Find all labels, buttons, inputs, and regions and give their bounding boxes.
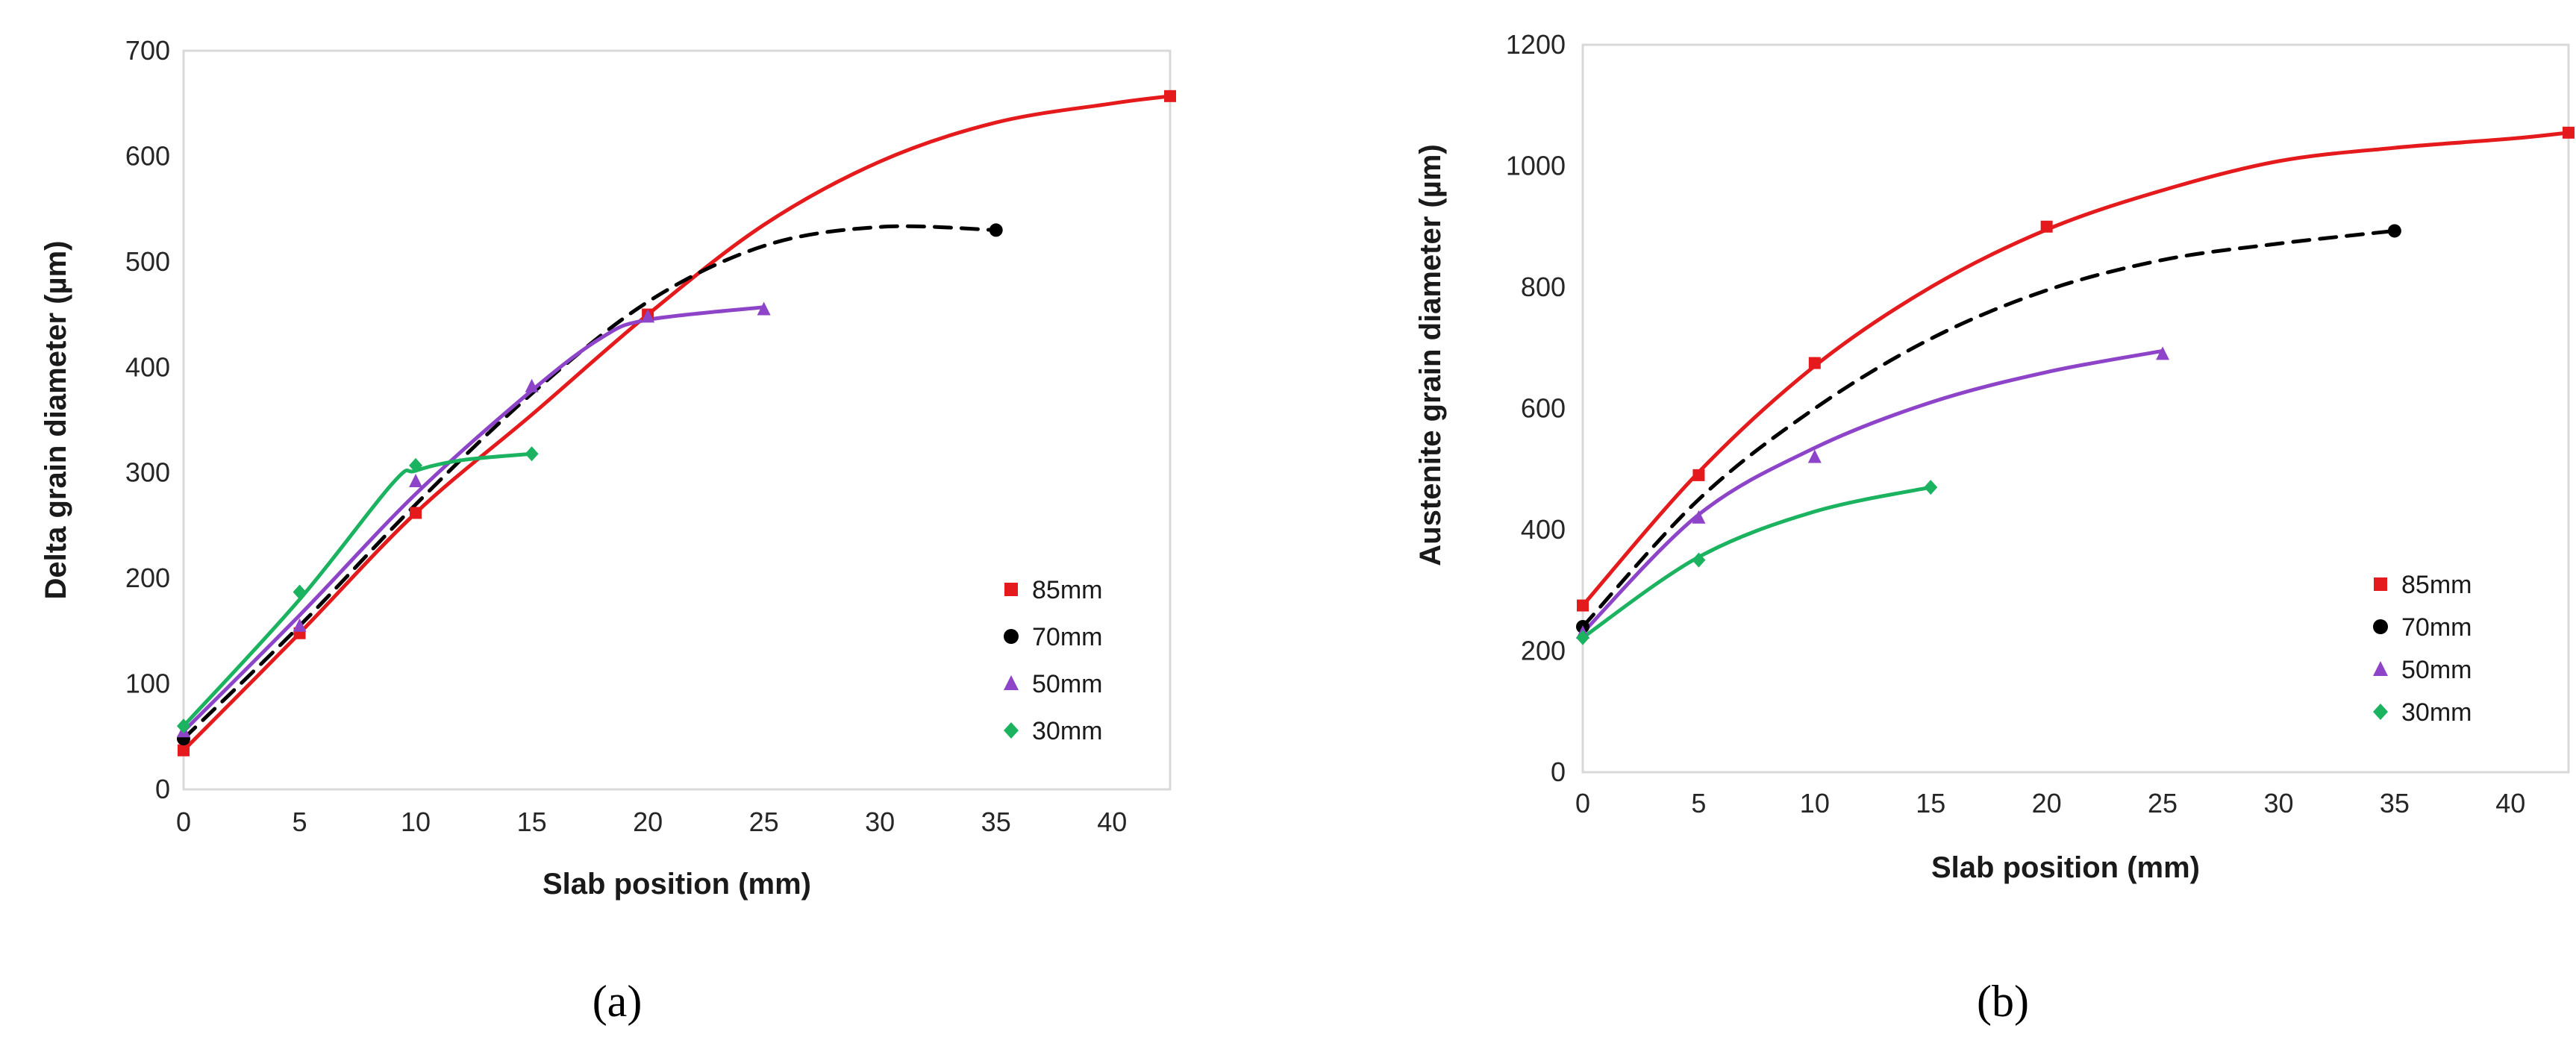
chart-b-point-30mm xyxy=(1924,480,1938,495)
chart-b-legend: 85mm 70mm 50mm 30mm xyxy=(2373,571,2472,727)
chart-b-y-tick: 1200 xyxy=(1506,29,1566,60)
chart-a-y-tick: 200 xyxy=(125,563,170,593)
chart-a-curve-50mm xyxy=(181,305,766,733)
chart-a-point-30mm xyxy=(293,584,307,600)
chart-b-curve-30mm xyxy=(1581,485,1933,640)
chart-a-legend-label: 85mm xyxy=(1032,576,1102,604)
chart-a-point-50mm xyxy=(757,301,771,316)
chart-b-point-50mm xyxy=(1692,510,1706,524)
chart-a-y-tick: 300 xyxy=(125,457,170,488)
chart-b-curve-70mm xyxy=(1581,228,2397,629)
chart-a-x-tick: 5 xyxy=(293,807,307,837)
chart-b-legend-marker-50mm xyxy=(2373,661,2388,676)
chart-b-point-30mm xyxy=(1692,552,1706,568)
chart-a-panel-label: (a) xyxy=(593,977,643,1026)
chart-a-legend-marker-30mm xyxy=(1004,722,1019,739)
chart-a-y-tick: 0 xyxy=(155,774,170,804)
chart-a-point-30mm xyxy=(177,718,190,734)
chart-a-x-tick: 40 xyxy=(1097,807,1127,837)
chart-b-x-tick: 15 xyxy=(1916,788,1945,818)
chart-b-y-tick: 400 xyxy=(1521,514,1566,545)
chart-a-point-85mm xyxy=(178,744,190,757)
chart-a-y-axis-label: Delta grain diameter (µm) xyxy=(40,241,72,600)
chart-b-point-85mm xyxy=(2040,220,2053,233)
chart-a-curve-30mm xyxy=(181,451,534,728)
chart-a-legend-marker-70mm xyxy=(1004,629,1019,644)
chart-b-x-axis-label: Slab position (mm) xyxy=(1931,851,2200,884)
chart-a-x-tick: 25 xyxy=(749,807,779,837)
chart-b-x-tick: 30 xyxy=(2263,788,2293,818)
chart-b-legend-marker-30mm xyxy=(2373,704,2388,720)
chart-b-x-tick: 10 xyxy=(1800,788,1830,818)
chart-a-markers xyxy=(177,90,1176,757)
chart-b-y-tick: 0 xyxy=(1551,757,1566,787)
chart-a-y-tick: 500 xyxy=(125,246,170,277)
chart-a-point-30mm xyxy=(525,446,539,462)
chart-a-point-85mm xyxy=(410,507,422,519)
chart-b-y-tick: 800 xyxy=(1521,272,1566,302)
chart-b-x-tick: 5 xyxy=(1691,788,1706,818)
chart-b-curve-50mm xyxy=(1581,348,2165,635)
chart-a-x-tick: 15 xyxy=(517,807,547,837)
chart-b-y-tick: 200 xyxy=(1521,636,1566,666)
chart-b-point-50mm xyxy=(2156,346,2170,360)
chart-b-point-85mm xyxy=(1577,599,1589,612)
chart-a-x-tick: 0 xyxy=(176,807,191,837)
chart-a-legend-label: 30mm xyxy=(1032,717,1102,745)
chart-b-legend-label: 85mm xyxy=(2401,571,2472,599)
chart-a-x-tick: 20 xyxy=(633,807,663,837)
chart-a-y-tick: 100 xyxy=(125,669,170,699)
chart-a-point-50mm xyxy=(525,378,539,392)
chart-b-legend-marker-85mm xyxy=(2374,577,2387,591)
chart-a-legend-label: 70mm xyxy=(1032,623,1102,651)
chart-a-plot-frame xyxy=(182,49,1172,791)
chart-a-point-50mm xyxy=(641,309,655,323)
chart-b-x-tick: 40 xyxy=(2495,788,2525,818)
chart-a-curves xyxy=(181,94,1172,753)
chart-b-point-85mm xyxy=(1692,469,1705,481)
chart-a-legend-marker-50mm xyxy=(1004,675,1019,690)
chart-a-point-85mm xyxy=(1164,90,1176,102)
chart-b-x-tick: 25 xyxy=(2148,788,2178,818)
chart-a-y-tick: 700 xyxy=(125,35,170,66)
chart-b-curves xyxy=(1581,131,2571,640)
chart-a-curve-85mm xyxy=(181,94,1172,753)
chart-b-legend-marker-70mm xyxy=(2373,619,2388,634)
chart-b-legend-label: 30mm xyxy=(2401,698,2472,727)
chart-b-x-tick: 35 xyxy=(2380,788,2410,818)
chart-a-legend-marker-85mm xyxy=(1004,583,1018,596)
chart-b-legend-label: 50mm xyxy=(2401,656,2472,684)
chart-a-legend-label: 50mm xyxy=(1032,670,1102,698)
chart-a-point-70mm xyxy=(989,223,1003,237)
chart-a-point-50mm xyxy=(409,474,423,488)
chart-b-x-tick: 0 xyxy=(1575,788,1590,818)
chart-b: 0 5 10 15 20 25 30 35 40 0 200 400 600 8… xyxy=(1414,29,2575,1026)
chart-b-curve-85mm xyxy=(1581,131,2571,608)
chart-b-x-tick: 20 xyxy=(2032,788,2062,818)
chart-a-x-tick: 35 xyxy=(981,807,1011,837)
chart-b-y-axis-label: Austenite grain diameter (µm) xyxy=(1414,144,1447,566)
chart-a: 0 5 10 15 20 25 30 35 40 0 100 200 300 4… xyxy=(40,35,1176,1026)
chart-a-point-50mm xyxy=(293,618,307,632)
chart-a-curve-70mm xyxy=(181,224,998,741)
chart-b-point-50mm xyxy=(1807,449,1822,463)
chart-b-point-85mm xyxy=(1808,357,1821,369)
chart-a-point-30mm xyxy=(409,457,423,473)
chart-b-panel-label: (b) xyxy=(1977,977,2029,1026)
chart-b-y-tick: 1000 xyxy=(1506,151,1566,181)
chart-b-plot-frame xyxy=(1581,43,2570,774)
chart-a-x-axis-label: Slab position (mm) xyxy=(543,868,811,901)
chart-a-legend: 85mm 70mm 50mm 30mm xyxy=(1004,576,1102,745)
chart-a-y-tick: 400 xyxy=(125,351,170,382)
chart-b-legend-label: 70mm xyxy=(2401,613,2472,642)
chart-a-x-tick: 30 xyxy=(865,807,895,837)
chart-b-point-70mm xyxy=(2387,224,2401,238)
chart-b-point-30mm xyxy=(1576,630,1589,645)
chart-b-point-85mm xyxy=(2563,126,2575,139)
chart-a-x-tick: 10 xyxy=(401,807,431,837)
chart-a-y-tick: 600 xyxy=(125,140,170,171)
chart-b-markers xyxy=(1576,126,2575,645)
chart-b-y-tick: 600 xyxy=(1521,393,1566,424)
